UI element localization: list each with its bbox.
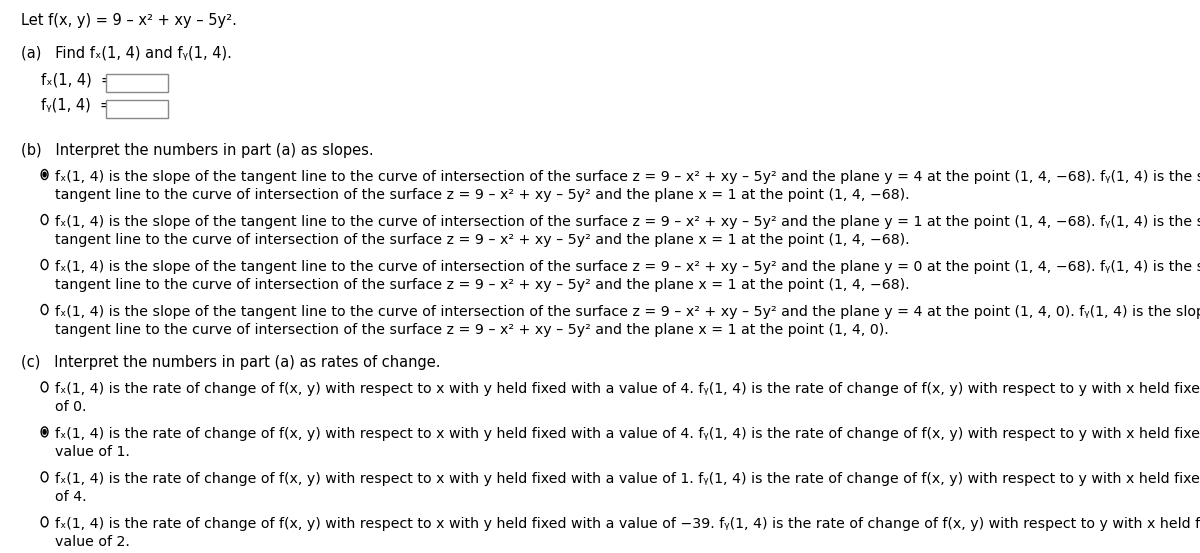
Text: fₓ(1, 4) is the slope of the tangent line to the curve of intersection of the su: fₓ(1, 4) is the slope of the tangent lin… (55, 215, 1200, 228)
Text: fₓ(1, 4) is the slope of the tangent line to the curve of intersection of the su: fₓ(1, 4) is the slope of the tangent lin… (55, 259, 1200, 274)
Text: value of 2.: value of 2. (55, 535, 130, 549)
Text: fₓ(1, 4) is the slope of the tangent line to the curve of intersection of the su: fₓ(1, 4) is the slope of the tangent lin… (55, 305, 1200, 319)
Text: fₓ(1, 4)  =: fₓ(1, 4) = (41, 72, 113, 87)
Text: tangent line to the curve of intersection of the surface z = 9 – x² + xy – 5y² a: tangent line to the curve of intersectio… (55, 233, 910, 247)
Text: fₓ(1, 4) is the rate of change of f(x, y) with respect to x with y held fixed wi: fₓ(1, 4) is the rate of change of f(x, y… (55, 517, 1200, 531)
Text: tangent line to the curve of intersection of the surface z = 9 – x² + xy – 5y² a: tangent line to the curve of intersectio… (55, 278, 910, 291)
Text: of 4.: of 4. (55, 490, 86, 504)
Text: (b)   Interpret the numbers in part (a) as slopes.: (b) Interpret the numbers in part (a) as… (20, 143, 373, 158)
Text: value of 1.: value of 1. (55, 445, 130, 459)
FancyBboxPatch shape (107, 75, 168, 92)
Text: fᵧ(1, 4)  =: fᵧ(1, 4) = (41, 97, 113, 113)
Text: Let f(x, y) = 9 – x² + xy – 5y².: Let f(x, y) = 9 – x² + xy – 5y². (20, 13, 236, 28)
Text: fₓ(1, 4) is the rate of change of f(x, y) with respect to x with y held fixed wi: fₓ(1, 4) is the rate of change of f(x, y… (55, 382, 1200, 396)
Text: tangent line to the curve of intersection of the surface z = 9 – x² + xy – 5y² a: tangent line to the curve of intersectio… (55, 322, 888, 337)
Text: fₓ(1, 4) is the rate of change of f(x, y) with respect to x with y held fixed wi: fₓ(1, 4) is the rate of change of f(x, y… (55, 427, 1200, 441)
FancyBboxPatch shape (107, 100, 168, 118)
Text: fₓ(1, 4) is the rate of change of f(x, y) with respect to x with y held fixed wi: fₓ(1, 4) is the rate of change of f(x, y… (55, 472, 1200, 486)
Circle shape (43, 173, 46, 177)
Text: (c)   Interpret the numbers in part (a) as rates of change.: (c) Interpret the numbers in part (a) as… (20, 355, 440, 370)
Text: (a)   Find fₓ(1, 4) and fᵧ(1, 4).: (a) Find fₓ(1, 4) and fᵧ(1, 4). (20, 45, 232, 60)
Text: fₓ(1, 4) is the slope of the tangent line to the curve of intersection of the su: fₓ(1, 4) is the slope of the tangent lin… (55, 170, 1200, 184)
Text: of 0.: of 0. (55, 400, 86, 414)
Text: tangent line to the curve of intersection of the surface z = 9 – x² + xy – 5y² a: tangent line to the curve of intersectio… (55, 187, 910, 201)
Circle shape (43, 430, 46, 434)
